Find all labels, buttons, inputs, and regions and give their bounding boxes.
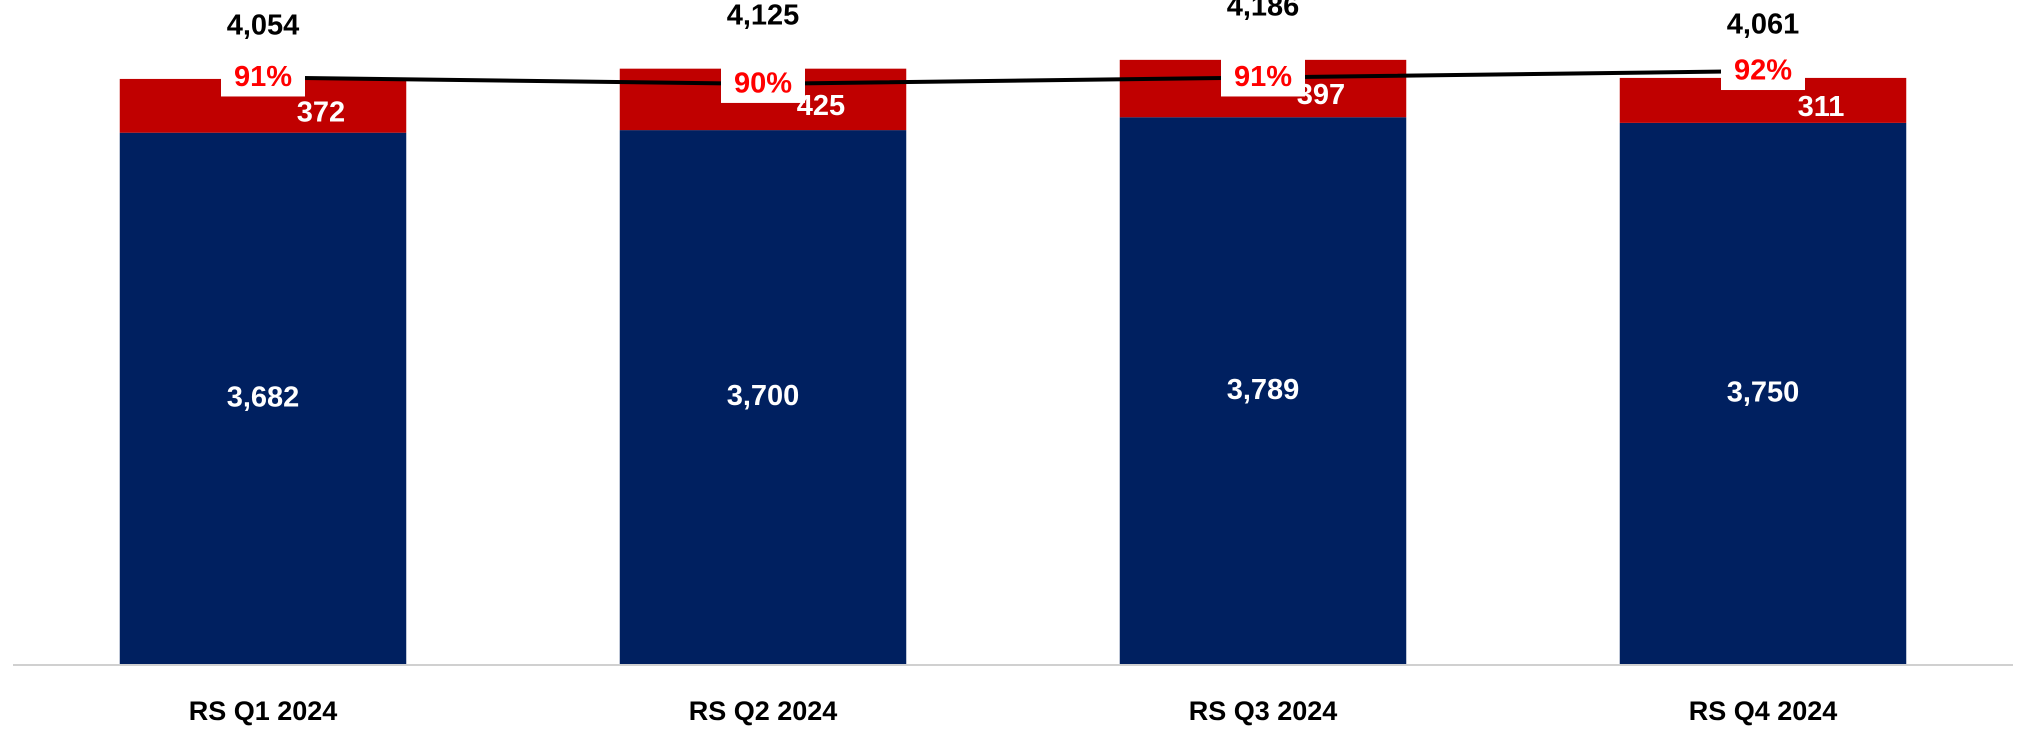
x-tick-label: RS Q4 2024	[1689, 696, 1838, 726]
line-value-label: 90%	[734, 68, 792, 100]
x-tick-label: RS Q2 2024	[689, 696, 838, 726]
x-tick-label: RS Q1 2024	[189, 696, 338, 726]
line-label: 91%	[221, 58, 305, 97]
segment-label: 3,700	[727, 380, 800, 412]
x-tick-label: RS Q3 2024	[1189, 696, 1338, 726]
total-label: 4,186	[1227, 0, 1300, 23]
line-value-label: 91%	[1234, 61, 1292, 93]
bar-segment	[619, 130, 907, 665]
line-label: 92%	[1721, 52, 1805, 91]
segment-label: 372	[297, 96, 345, 128]
total-label: 4,125	[727, 0, 800, 31]
line-label: 91%	[1221, 58, 1305, 97]
line-label: 90%	[721, 64, 805, 103]
total-label: 4,054	[227, 10, 300, 42]
segment-label: 311	[1798, 91, 1845, 123]
bar-segment	[1619, 122, 1907, 665]
line-label-box	[1721, 52, 1805, 91]
bar-segment	[119, 132, 407, 665]
line-label-box	[721, 64, 805, 103]
line-label-box	[221, 58, 305, 97]
segment-label: 3,789	[1227, 374, 1300, 406]
total-label: 4,061	[1727, 9, 1800, 41]
line-value-label: 92%	[1734, 55, 1792, 87]
line-label-box	[1221, 58, 1305, 97]
segment-label: 3,750	[1727, 377, 1800, 409]
line-value-label: 91%	[234, 61, 292, 93]
bar-segment	[1119, 117, 1407, 666]
segment-label: 3,682	[227, 382, 300, 414]
line	[262, 69, 1764, 86]
